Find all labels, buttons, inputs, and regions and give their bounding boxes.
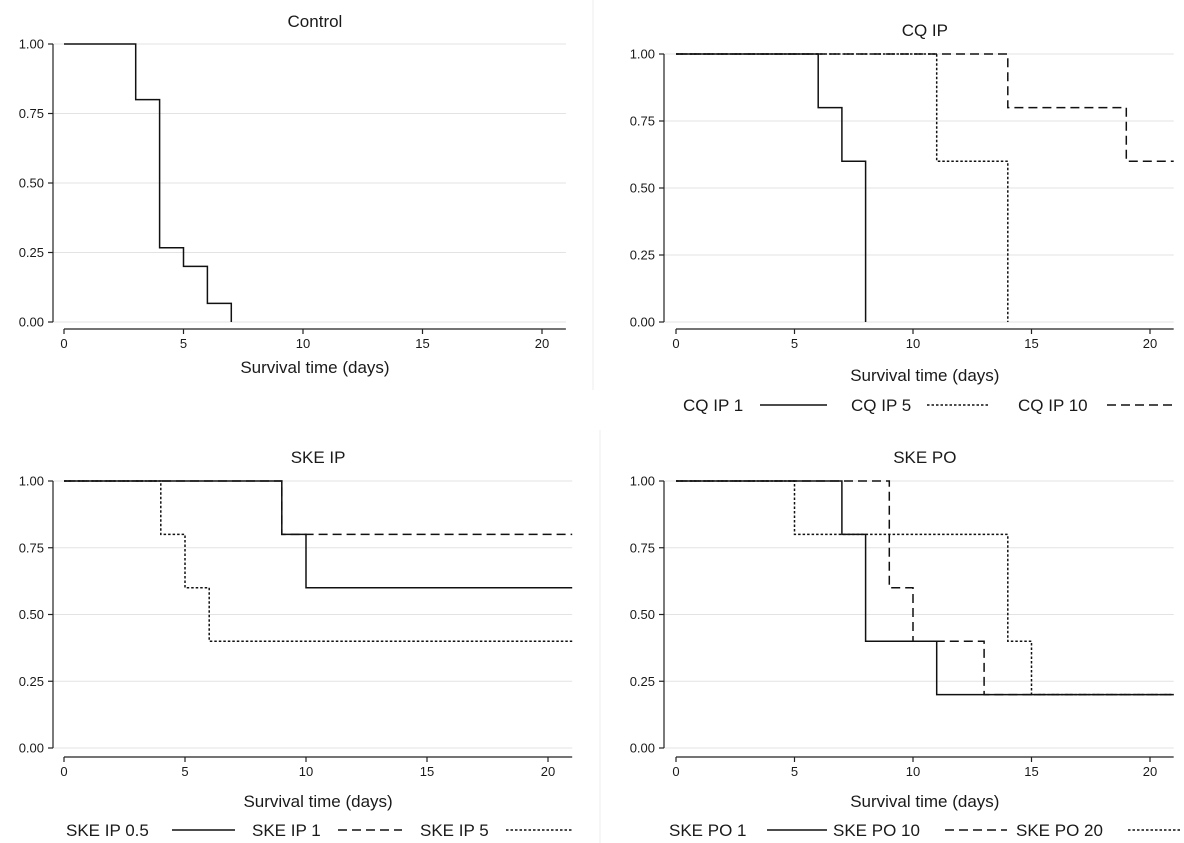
- series-ske-po-10: [676, 480, 1174, 696]
- x-axis-label: Survival time (days): [240, 358, 389, 377]
- x-tick-label: 0: [672, 336, 679, 351]
- x-axis-label: Survival time (days): [243, 792, 392, 811]
- y-tick-label: 0.50: [19, 607, 44, 622]
- panel-title: SKE PO: [893, 448, 956, 467]
- x-tick-label: 5: [791, 336, 798, 351]
- y-tick-label: 0.75: [630, 540, 655, 555]
- y-tick-label: 0.50: [630, 181, 655, 196]
- y-tick-label: 1.00: [19, 474, 44, 489]
- x-tick-label: 20: [535, 336, 549, 351]
- series-cq-ip-10: [676, 53, 1174, 162]
- y-tick-label: 1.00: [630, 47, 655, 62]
- x-axis-label: Survival time (days): [850, 792, 999, 811]
- y-tick-label: 0.00: [630, 741, 655, 756]
- x-tick-label: 15: [415, 336, 429, 351]
- legend-label: CQ IP 1: [683, 396, 743, 415]
- legend-label: SKE IP 1: [252, 821, 321, 840]
- panel-1: 0.00 0.25 0.50 0.75 1.00 0 5 10 15 20 Control Survi…: [19, 12, 566, 377]
- y-tick-label: 0.75: [19, 106, 44, 121]
- legend: SKE IP 0.5 SKE IP 1 SKE IP 5: [66, 821, 572, 840]
- x-tick-label: 0: [60, 764, 67, 779]
- series-ske-po-20: [676, 480, 1174, 696]
- y-tick-label: 0.25: [19, 674, 44, 689]
- y-tick-label: 0.00: [19, 741, 44, 756]
- series-ske-ip-1: [64, 480, 573, 536]
- x-tick-label: 0: [60, 336, 67, 351]
- legend-label: SKE PO 1: [669, 821, 746, 840]
- y-tick-label: 0.50: [630, 607, 655, 622]
- x-tick-label: 5: [180, 336, 187, 351]
- x-tick-label: 10: [906, 764, 920, 779]
- x-tick-label: 5: [791, 764, 798, 779]
- y-tick-label: 0.25: [19, 245, 44, 260]
- series-ske-po-1: [676, 480, 1174, 696]
- panel-title: Control: [288, 12, 343, 31]
- legend-label: SKE IP 5: [420, 821, 489, 840]
- panel-4: 0.00 0.25 0.50 0.75 1.00 0 5 10 15 20 SKE PO Surviv…: [630, 448, 1182, 840]
- legend-label: SKE PO 10: [833, 821, 920, 840]
- y-tick-label: 0.75: [630, 114, 655, 129]
- panel-title: CQ IP: [902, 21, 948, 40]
- panel-title: SKE IP: [291, 448, 346, 467]
- y-tick-label: 0.00: [19, 315, 44, 330]
- panel-3: 0.00 0.25 0.50 0.75 1.00 0 5 10 15 20 SKE IP Surviv…: [19, 448, 573, 840]
- y-tick-label: 0.25: [630, 248, 655, 263]
- legend-label: SKE PO 20: [1016, 821, 1103, 840]
- series-cq-ip-5: [676, 53, 1009, 322]
- legend-label: SKE IP 0.5: [66, 821, 149, 840]
- y-tick-label: 0.75: [19, 540, 44, 555]
- x-tick-label: 10: [296, 336, 310, 351]
- x-tick-label: 20: [541, 764, 555, 779]
- legend: SKE PO 1 SKE PO 10 SKE PO 20: [669, 821, 1182, 840]
- legend-label: CQ IP 5: [851, 396, 911, 415]
- y-tick-label: 1.00: [630, 474, 655, 489]
- x-axis-label: Survival time (days): [850, 366, 999, 385]
- x-tick-label: 15: [420, 764, 434, 779]
- x-tick-label: 20: [1143, 764, 1157, 779]
- legend-label: CQ IP 10: [1018, 396, 1088, 415]
- x-tick-label: 0: [672, 764, 679, 779]
- x-tick-label: 15: [1024, 764, 1038, 779]
- series-control: [64, 43, 233, 322]
- y-tick-label: 0.25: [630, 674, 655, 689]
- series-ske-ip-0-5: [64, 480, 573, 589]
- y-tick-label: 0.50: [19, 176, 44, 191]
- y-tick-label: 0.00: [630, 315, 655, 330]
- x-tick-label: 10: [906, 336, 920, 351]
- legend: CQ IP 1 CQ IP 5 CQ IP 10: [683, 396, 1172, 415]
- x-tick-label: 5: [181, 764, 188, 779]
- series-ske-ip-5: [64, 480, 573, 642]
- x-tick-label: 10: [299, 764, 313, 779]
- y-tick-label: 1.00: [19, 37, 44, 52]
- panel-2: 0.00 0.25 0.50 0.75 1.00 0 5 10 15 20 CQ IP Surviva…: [630, 21, 1174, 415]
- x-tick-label: 20: [1143, 336, 1157, 351]
- x-tick-label: 15: [1024, 336, 1038, 351]
